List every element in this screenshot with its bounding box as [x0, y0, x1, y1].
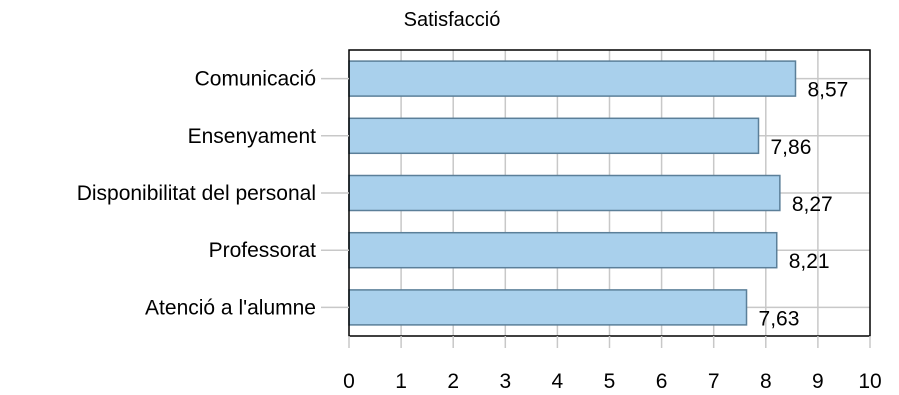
x-tick-label: 3: [499, 370, 511, 393]
bars: [348, 60, 797, 326]
axes: 0 1 2 3 4 5 6 7 8 9 10 Comunicació Ensenyament Dispon…: [77, 68, 882, 393]
x-tick-label: 1: [395, 370, 407, 393]
value-label: 7,86: [771, 136, 812, 159]
x-tick-label: 8: [760, 370, 772, 393]
x-tick-label: 9: [812, 370, 824, 393]
value-label: 8,57: [807, 79, 848, 102]
x-tick-label: 7: [708, 370, 720, 393]
x-tick-label: 2: [447, 370, 459, 393]
bar: [348, 60, 797, 97]
category-label: Comunicació: [195, 68, 316, 91]
value-labels: 8,57 7,86 8,27 8,21 7,63: [759, 79, 849, 331]
chart-title: Satisfacció: [404, 9, 501, 31]
x-tick-label: 6: [656, 370, 668, 393]
value-label: 7,63: [759, 307, 800, 330]
bar: [348, 117, 760, 155]
value-label: 8,21: [789, 250, 830, 273]
bar: [348, 231, 778, 269]
category-label: Professorat: [209, 239, 317, 262]
category-label: Disponibilitat del personal: [77, 182, 316, 205]
x-tick-label: 4: [552, 370, 564, 393]
x-tick-label: 10: [858, 370, 881, 393]
category-label: Ensenyament: [188, 125, 317, 148]
bar: [348, 174, 781, 212]
category-label: Atenció a l'alumne: [145, 296, 316, 319]
value-label: 8,27: [792, 193, 833, 216]
x-tick-label: 5: [604, 370, 616, 393]
x-tick-label: 0: [343, 370, 355, 393]
bar: [348, 289, 748, 326]
